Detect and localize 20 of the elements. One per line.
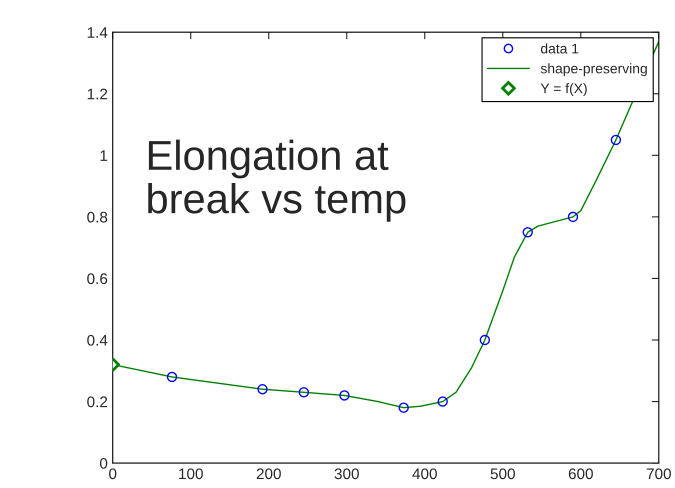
y-tick-label: 1.4	[88, 27, 108, 38]
x-tick-label: 500	[490, 468, 515, 480]
y-tick-label: 1.2	[88, 88, 108, 100]
y-tick-label: 0.8	[87, 212, 108, 223]
x-tick-label: 100	[179, 468, 203, 480]
x-tick-label: 0	[109, 468, 116, 480]
x-tick-label: 200	[256, 468, 281, 480]
legend-label: data 1	[540, 43, 578, 54]
legend-label: shape-preserving	[540, 63, 647, 76]
x-tick-label: 400	[412, 468, 437, 480]
y-tick-label: 0	[100, 458, 108, 469]
y-tick-label: 0.6	[87, 273, 108, 284]
x-tick-label: 600	[568, 468, 593, 480]
x-tick-label: 700	[646, 468, 671, 480]
text: Elongation at break vs temp	[148, 140, 406, 222]
y-tick-label: 0.4	[87, 334, 108, 346]
x-tick-label: 300	[334, 468, 359, 480]
legend-label: Y = f(X)	[540, 83, 587, 96]
y-tick-label: 1	[100, 150, 108, 161]
y-tick-label: 0.2	[87, 396, 108, 408]
